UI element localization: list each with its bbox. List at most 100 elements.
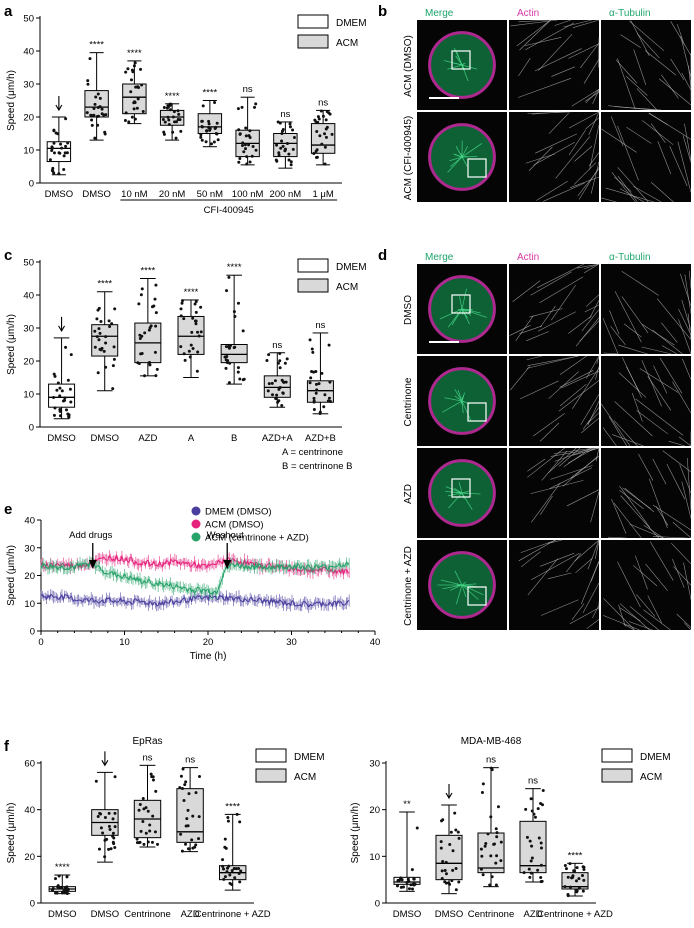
data-point <box>146 840 150 844</box>
data-point <box>48 158 52 162</box>
data-point <box>227 864 231 868</box>
micrograph-background <box>601 112 691 202</box>
y-tick-label: 40 <box>23 291 34 302</box>
filament <box>541 450 568 481</box>
filament <box>578 166 600 200</box>
legend-label: ACM <box>294 772 316 783</box>
micrograph <box>417 540 507 630</box>
data-point <box>57 874 61 878</box>
y-tick-label: 10 <box>369 852 380 863</box>
data-point <box>228 873 232 877</box>
data-point <box>50 145 54 149</box>
data-point <box>139 67 143 71</box>
data-point <box>241 141 245 145</box>
data-point <box>266 389 270 393</box>
significance-label: ns <box>486 755 496 766</box>
data-point <box>484 841 488 845</box>
row-label: ACM (CFI-400945) <box>403 116 414 200</box>
data-point <box>278 359 282 363</box>
micrograph <box>601 264 692 355</box>
data-point <box>194 322 198 326</box>
data-point <box>99 826 103 830</box>
filament <box>628 621 653 631</box>
data-point <box>58 414 62 418</box>
data-point <box>451 849 455 853</box>
data-point <box>93 136 97 140</box>
data-point <box>285 357 289 361</box>
x-tick-label: 40 <box>370 637 381 648</box>
data-point <box>490 768 494 772</box>
data-point <box>96 123 100 127</box>
legend-swatch <box>297 14 329 29</box>
data-point <box>149 772 153 776</box>
y-tick-label: 20 <box>24 571 35 582</box>
data-point <box>251 144 255 148</box>
data-point <box>221 858 225 862</box>
data-point <box>280 378 284 382</box>
data-point <box>65 875 69 879</box>
data-point <box>291 128 295 132</box>
data-point <box>248 129 252 133</box>
filament <box>607 536 627 539</box>
filament <box>540 599 579 616</box>
data-point <box>539 846 543 850</box>
filament <box>637 33 660 59</box>
micrograph <box>509 263 600 354</box>
filament <box>461 490 470 494</box>
significance-label: ns <box>272 340 282 351</box>
data-point <box>580 873 584 877</box>
filament <box>686 458 692 511</box>
data-point <box>65 888 69 892</box>
filament <box>585 117 600 130</box>
data-point <box>151 775 155 779</box>
data-point <box>324 118 328 122</box>
filament <box>559 370 594 388</box>
data-point <box>226 359 230 363</box>
significance-label: ns <box>315 320 325 331</box>
data-point <box>141 109 145 113</box>
filament <box>453 153 463 158</box>
filament <box>572 367 600 409</box>
data-point <box>111 831 115 835</box>
filament <box>638 453 654 481</box>
data-point <box>308 338 312 342</box>
data-point <box>238 820 242 824</box>
data-point <box>209 142 213 146</box>
filament <box>558 380 600 412</box>
filament <box>519 19 551 51</box>
filament <box>618 372 647 398</box>
x-tick-label: AZD+A <box>262 433 294 444</box>
data-point <box>113 775 117 779</box>
filament <box>442 584 463 590</box>
data-point <box>275 393 279 397</box>
filament <box>636 88 658 111</box>
data-point <box>242 150 246 154</box>
data-point <box>274 397 278 401</box>
x-tick-label: 10 <box>119 637 130 648</box>
x-tick-label: Centrinone + AZD <box>537 909 613 920</box>
filament <box>658 78 692 106</box>
filament <box>635 555 648 590</box>
filament <box>618 604 626 627</box>
data-point <box>283 361 287 365</box>
data-point <box>187 847 191 851</box>
column-title: Actin <box>517 252 539 263</box>
data-point <box>62 167 66 171</box>
data-point <box>238 880 242 884</box>
data-point <box>57 172 61 176</box>
data-point <box>574 879 578 883</box>
data-point <box>236 107 240 111</box>
filament <box>602 427 617 447</box>
data-point <box>315 130 319 134</box>
x-tick-label: 20 nM <box>159 189 185 200</box>
significance-label: **** <box>568 850 583 861</box>
data-point <box>327 111 331 115</box>
data-point <box>136 97 140 101</box>
data-point <box>319 109 323 113</box>
data-point <box>183 358 187 362</box>
data-point <box>194 310 198 314</box>
data-point <box>582 865 586 869</box>
filament <box>583 263 600 274</box>
data-point <box>494 883 498 887</box>
